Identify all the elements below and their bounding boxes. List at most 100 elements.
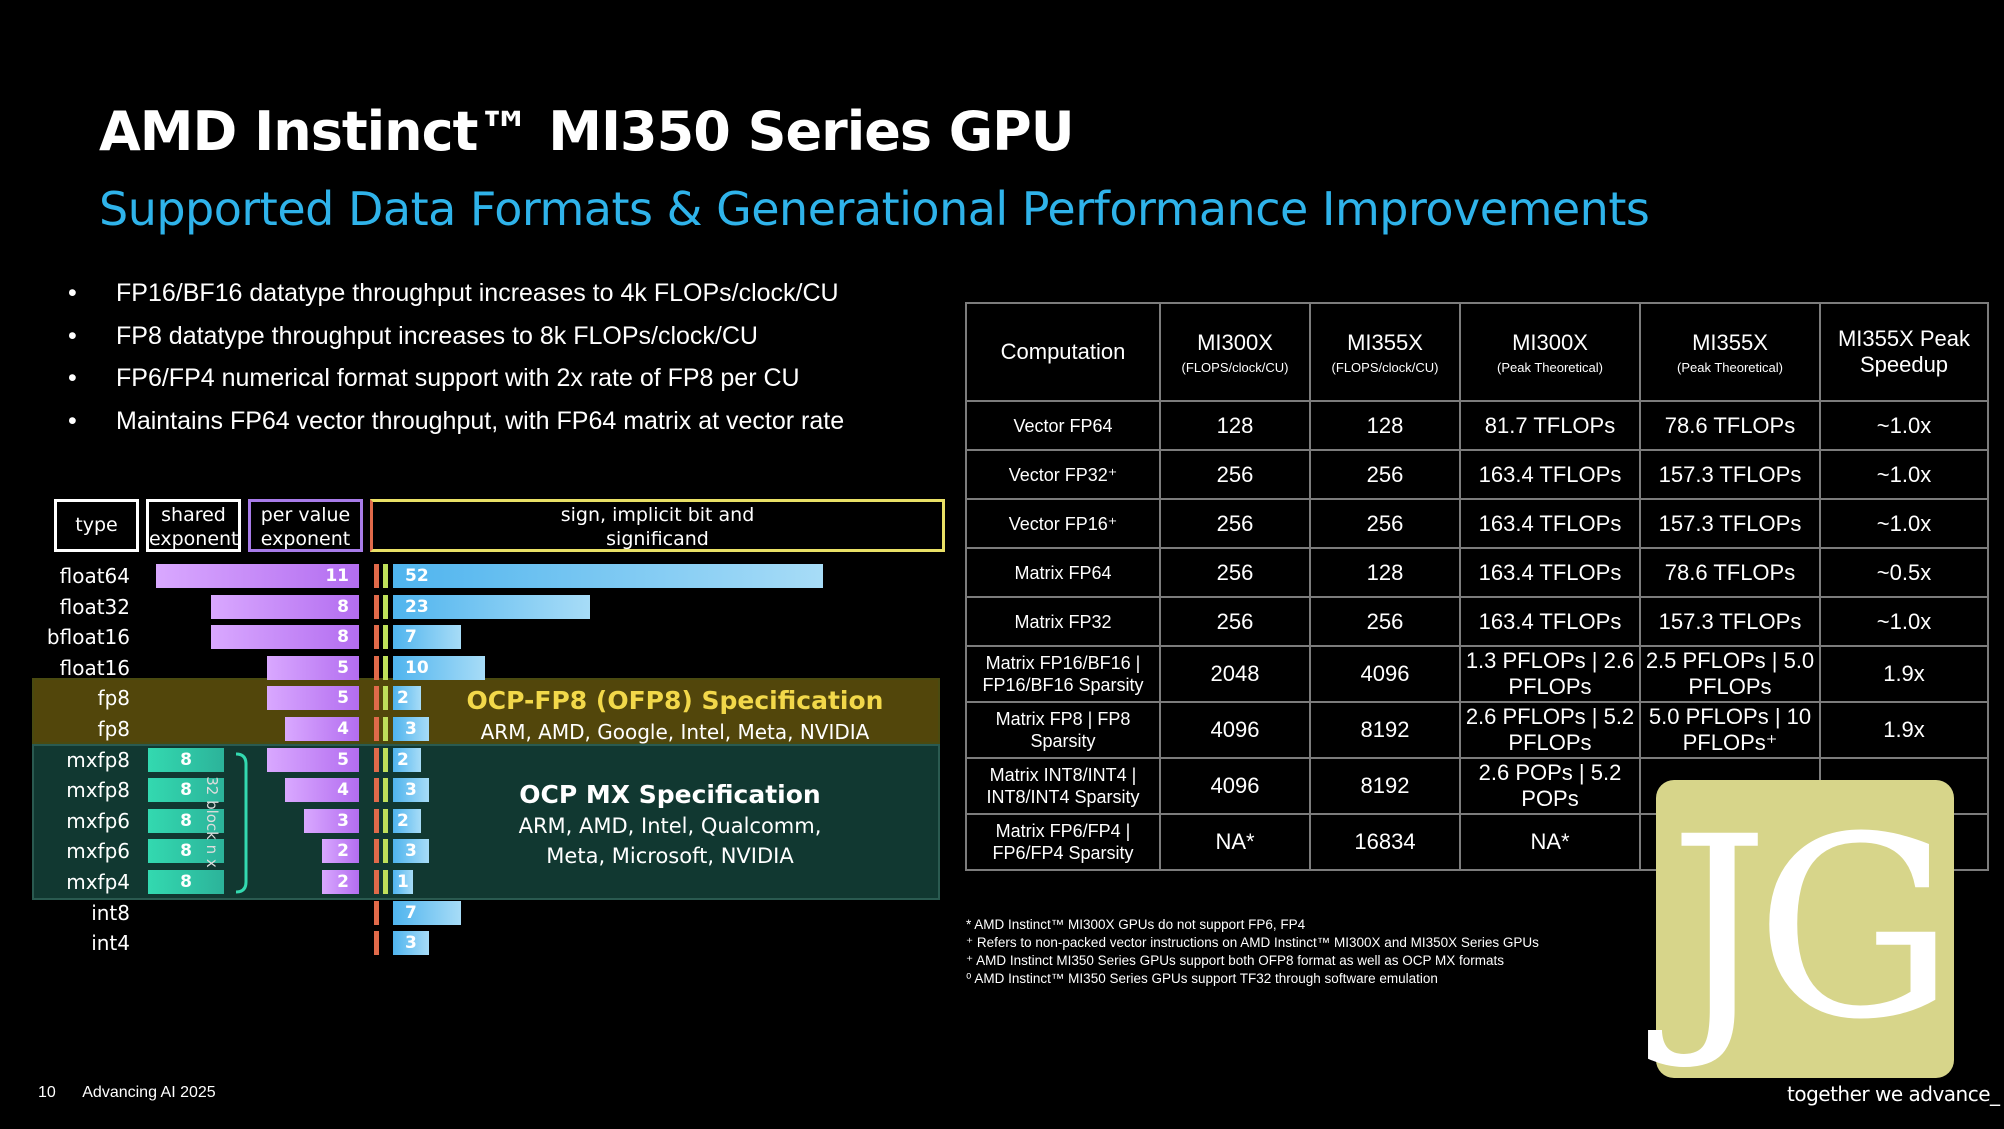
sign-bit-mark [374, 808, 379, 833]
exponent-bar: 5 [266, 655, 359, 680]
value-cell: 78.6 TFLOPs [1639, 400, 1821, 451]
shared-exponent-bar: 8 [148, 747, 224, 772]
footnote: ⁺ AMD Instinct MI350 Series GPUs support… [966, 953, 1505, 968]
implicit-bit-mark [383, 747, 388, 772]
header-mi300x-flops: MI300X (FLOPS/clock/CU) [1159, 302, 1311, 402]
header-mi300x-peak: MI300X (Peak Theoretical) [1459, 302, 1641, 402]
row-type-label: float64 [59, 564, 130, 588]
value-cell: 1.9x [1819, 701, 1989, 759]
bullet-dot-icon: • [68, 364, 77, 392]
value-cell: 8192 [1309, 701, 1461, 759]
block-label: 32 block n x [203, 776, 221, 868]
value-cell: 256 [1309, 498, 1461, 549]
value-cell: 256 [1159, 547, 1311, 598]
sign-bit-mark [374, 717, 379, 741]
value-cell: 163.4 TFLOPs [1459, 498, 1641, 549]
table-row: Vector FP64 128 128 81.7 TFLOPs 78.6 TFLOPs ~… [965, 400, 1989, 451]
implicit-bit-mark [383, 594, 388, 619]
page-subtitle: Supported Data Formats & Generational Pe… [99, 182, 1650, 236]
tagline: together we advance_ [1787, 1082, 2000, 1106]
footnote: * AMD Instinct™ MI300X GPUs do not suppo… [966, 917, 1306, 932]
sign-bit-mark [374, 931, 379, 956]
value-cell: 157.3 TFLOPs [1639, 449, 1821, 500]
value-cell: 163.4 TFLOPs [1459, 547, 1641, 598]
header-shared-exponent: shared exponent [146, 499, 241, 552]
value-cell: 256 [1159, 449, 1311, 500]
value-cell: 128 [1309, 547, 1461, 598]
exponent-bar: 2 [322, 839, 359, 864]
table-row: Matrix FP64 256 128 163.4 TFLOPs 78.6 TFLOPs… [965, 547, 1989, 598]
footnotes: * AMD Instinct™ MI300X GPUs do not suppo… [966, 916, 1539, 988]
value-cell: 157.3 TFLOPs [1639, 498, 1821, 549]
footer-left: 10 Advancing AI 2025 [38, 1084, 216, 1102]
table-row: Matrix FP16/BF16 | FP16/BF16 Sparsity 204… [965, 645, 1989, 703]
value-cell: 1.3 PFLOPs | 2.6 PFLOPs [1459, 645, 1641, 703]
row-type-label: mxfp8 [66, 778, 130, 803]
shared-exponent-bar: 8 [148, 839, 224, 864]
table-row: Vector FP16⁺ 256 256 163.4 TFLOPs 157.3 TFLO… [965, 498, 1989, 549]
value-cell: ~0.5x [1819, 547, 1989, 598]
sign-bit-mark [374, 778, 379, 803]
bullet-dot-icon: • [68, 279, 77, 307]
value-cell: 256 [1309, 449, 1461, 500]
bullet-item: • FP6/FP4 numerical format support with 2… [60, 360, 960, 403]
ofp8-band [32, 678, 940, 744]
computation-cell: Matrix FP32 [965, 596, 1161, 647]
value-cell: 163.4 TFLOPs [1459, 449, 1641, 500]
significand-bar: 1 [393, 870, 414, 894]
value-cell: 81.7 TFLOPs [1459, 400, 1641, 451]
row-type-label: mxfp6 [66, 808, 130, 833]
row-type-label: mxfp8 [66, 747, 130, 772]
computation-cell: Vector FP32⁺ [965, 449, 1161, 500]
table-body: Vector FP64 128 128 81.7 TFLOPs 78.6 TFLOPs ~… [965, 400, 1989, 871]
exponent-bar: 2 [322, 870, 359, 894]
performance-table: Computation MI300X (FLOPS/clock/CU) MI355… [965, 302, 1989, 871]
sign-bit-mark [374, 686, 379, 711]
value-cell: ~1.0x [1819, 449, 1989, 500]
significand-bar: 3 [393, 717, 430, 741]
row-type-label: mxfp4 [66, 870, 130, 894]
computation-cell: Vector FP16⁺ [965, 498, 1161, 549]
implicit-bit-mark [383, 655, 388, 680]
sign-bit-mark [374, 655, 379, 680]
computation-cell: Matrix FP8 | FP8 Sparsity [965, 701, 1161, 759]
sign-bit-mark [374, 839, 379, 864]
significand-bar: 10 [393, 655, 486, 680]
header-mi355x-flops: MI355X (FLOPS/clock/CU) [1309, 302, 1461, 402]
value-cell: 8192 [1309, 757, 1461, 815]
bullet-item: • FP8 datatype throughput increases to 8k… [60, 318, 960, 361]
implicit-bit-mark [383, 870, 388, 894]
value-cell: 4096 [1309, 645, 1461, 703]
row-type-label: float16 [59, 655, 130, 680]
row-type-label: int8 [91, 900, 130, 925]
row-type-label: mxfp6 [66, 839, 130, 864]
implicit-bit-mark [383, 564, 388, 588]
header-mi355x-peak: MI355X (Peak Theoretical) [1639, 302, 1821, 402]
ofp8-members: ARM, AMD, Google, Intel, Meta, NVIDIA [480, 720, 870, 744]
bullet-dot-icon: • [68, 321, 77, 350]
header-speedup: MI355X Peak Speedup [1819, 302, 1989, 402]
row-type-label: fp8 [97, 717, 130, 741]
implicit-bit-mark [383, 717, 388, 741]
shared-exponent-bar: 8 [148, 808, 224, 833]
computation-cell: Matrix FP64 [965, 547, 1161, 598]
bullet-list: • FP16/BF16 datatype throughput increases… [60, 275, 960, 445]
bullet-item: • Maintains FP64 vector throughput, with … [60, 403, 960, 446]
value-cell: 2.5 PFLOPs | 5.0 PFLOPs [1639, 645, 1821, 703]
value-cell: ~1.0x [1819, 596, 1989, 647]
block-bracket [235, 752, 248, 894]
value-cell: NA* [1159, 813, 1311, 871]
footnote: ⁺ Refers to non-packed vector instructio… [966, 935, 1539, 950]
table-row: Matrix FP8 | FP8 Sparsity 4096 8192 2.6 PFL… [965, 701, 1989, 759]
row-type-label: bfloat16 [46, 625, 130, 650]
significand-bar: 2 [393, 686, 422, 711]
sign-bit-mark [374, 564, 379, 588]
computation-cell: Vector FP64 [965, 400, 1161, 451]
significand-bar: 7 [393, 625, 462, 650]
significand-bar: 3 [393, 931, 430, 956]
sign-bit-mark [374, 870, 379, 894]
ocp-mx-members-line2: Meta, Microsoft, NVIDIA [546, 844, 794, 868]
implicit-bit-mark [383, 778, 388, 803]
significand-bar: 3 [393, 778, 430, 803]
value-cell: 2048 [1159, 645, 1311, 703]
